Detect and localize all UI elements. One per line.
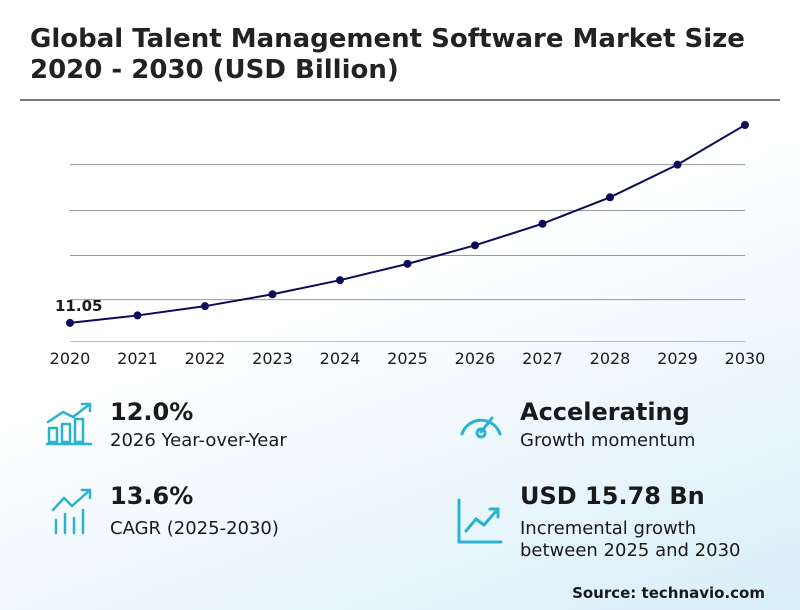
data-point bbox=[336, 276, 344, 285]
cagr-label: CAGR (2025-2030) bbox=[110, 518, 279, 539]
series-line bbox=[69, 124, 746, 324]
bar-chart-growth-icon bbox=[45, 402, 93, 446]
x-tick-label: 2030 bbox=[725, 349, 766, 368]
data-point bbox=[133, 311, 142, 320]
chart-title: Global Talent Management Software Market… bbox=[30, 24, 800, 86]
data-point bbox=[201, 302, 209, 311]
speedometer-icon bbox=[460, 416, 502, 439]
line-chart: 2020 2021 2022 2023 2024 2025 2026 2027 2028 2029… bbox=[50, 121, 766, 368]
source-note: Source: technavio.com bbox=[572, 584, 765, 602]
yoy-value: 12.0% bbox=[110, 398, 194, 426]
title-divider bbox=[20, 99, 780, 101]
data-label: 11.05 bbox=[55, 297, 102, 315]
trend-bars-icon bbox=[51, 488, 92, 535]
line-chart-icon bbox=[457, 498, 503, 544]
x-tick-label: 2028 bbox=[590, 349, 631, 368]
title-line-1: Global Talent Management Software Market… bbox=[30, 24, 745, 54]
data-point bbox=[538, 219, 547, 228]
momentum-value: Accelerating bbox=[520, 398, 690, 426]
data-point bbox=[673, 160, 682, 169]
incremental-value: USD 15.78 Bn bbox=[520, 482, 705, 510]
data-point bbox=[66, 318, 74, 327]
x-tick-label: 2025 bbox=[387, 349, 428, 368]
yoy-label: 2026 Year-over-Year bbox=[110, 430, 287, 451]
data-point bbox=[741, 121, 749, 129]
x-tick-label: 2024 bbox=[320, 349, 361, 368]
x-tick-label: 2021 bbox=[117, 349, 158, 368]
x-tick-label: 2027 bbox=[522, 349, 563, 368]
data-point bbox=[471, 241, 479, 250]
x-tick-label: 2026 bbox=[455, 349, 496, 368]
x-tick-label: 2023 bbox=[252, 349, 293, 368]
x-tick-label: 2022 bbox=[185, 349, 226, 368]
incremental-label-line-1: Incremental growth bbox=[520, 518, 697, 539]
title-line-2: 2020 - 2030 (USD Billion) bbox=[30, 55, 399, 85]
momentum-label: Growth momentum bbox=[520, 430, 696, 451]
incremental-label-line-2: between 2025 and 2030 bbox=[520, 540, 741, 561]
data-point bbox=[606, 193, 614, 202]
data-point bbox=[403, 259, 412, 268]
x-tick-label: 2020 bbox=[50, 349, 91, 368]
x-tick-label: 2029 bbox=[657, 349, 698, 368]
cagr-value: 13.6% bbox=[110, 482, 194, 510]
data-point bbox=[268, 290, 277, 299]
